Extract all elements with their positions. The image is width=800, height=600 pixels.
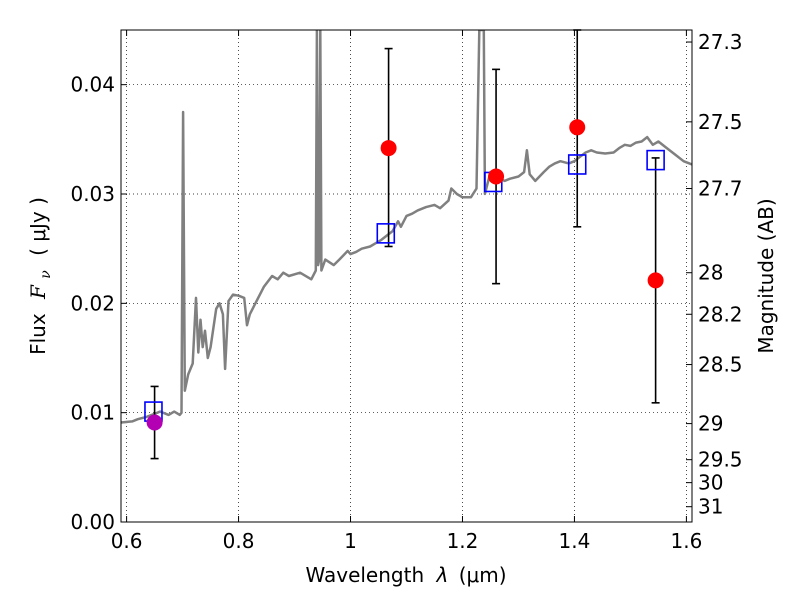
model-square-marker <box>376 223 396 244</box>
y2-tick-label: 29 <box>698 412 723 436</box>
series-layer <box>121 30 692 424</box>
y2-tick-label: 30 <box>698 471 723 495</box>
data-point-marker <box>488 168 505 185</box>
markers <box>144 119 665 431</box>
y2-tick-label: 27.5 <box>698 110 743 134</box>
data-point-marker <box>569 119 586 136</box>
x-axis-label-text: Wavelength <box>305 563 424 587</box>
x-tick-label: 1.2 <box>447 529 479 553</box>
x-ticks: 0.6 0.8 1 1.2 1.4 1.6 <box>111 30 702 553</box>
x-tick-label: 1.6 <box>670 529 702 553</box>
y2-axis-label: Magnitude (AB) <box>754 198 778 353</box>
y-axis-label-unit: ( μJy ) <box>26 197 50 256</box>
y2-tick-label: 28.5 <box>698 353 743 377</box>
y-tick-label: 0.04 <box>70 73 115 97</box>
x-axis-label: Wavelength λ (μm) <box>305 563 506 587</box>
x-tick-label: 0.8 <box>223 529 255 553</box>
data-point-marker <box>380 140 397 157</box>
model-square-marker <box>567 154 587 175</box>
y-axis-label: Flux F ν ( μJy ) <box>26 197 55 355</box>
x-tick-label: 1 <box>344 529 357 553</box>
y-tick-label: 0.02 <box>70 291 115 315</box>
model-square-marker <box>646 149 665 171</box>
y-axis-label-symbol: F <box>26 284 50 300</box>
x-axis-label-unit: (μm) <box>459 563 507 587</box>
y-tick-label: 0.01 <box>70 401 115 425</box>
y2-tick-label: 28 <box>698 261 723 285</box>
y-tick-label: 0.00 <box>70 510 115 534</box>
y2-tick-label: 31 <box>698 495 723 519</box>
y-axis-label-subscript: ν <box>38 270 54 279</box>
plot-frame <box>120 29 693 523</box>
x-tick-label: 0.6 <box>111 529 143 553</box>
y2-tick-label: 27.3 <box>698 30 743 54</box>
data-point-marker <box>647 272 664 289</box>
y2-tick-label: 29.5 <box>698 448 743 472</box>
spectrum-line <box>121 30 692 424</box>
y-axis-label-text: Flux <box>26 313 50 355</box>
y2-tick-label: 28.2 <box>698 302 743 326</box>
plot-content <box>121 30 692 424</box>
data-point-marker <box>146 414 163 431</box>
x-tick-label: 1.4 <box>559 529 591 553</box>
y-ticks: 0.00 0.01 0.02 0.03 0.04 <box>70 73 127 534</box>
y2-tick-label: 27.7 <box>698 177 743 201</box>
y-tick-label: 0.03 <box>70 182 115 206</box>
x-axis-label-symbol: λ <box>436 563 449 587</box>
plot-area <box>121 30 692 522</box>
